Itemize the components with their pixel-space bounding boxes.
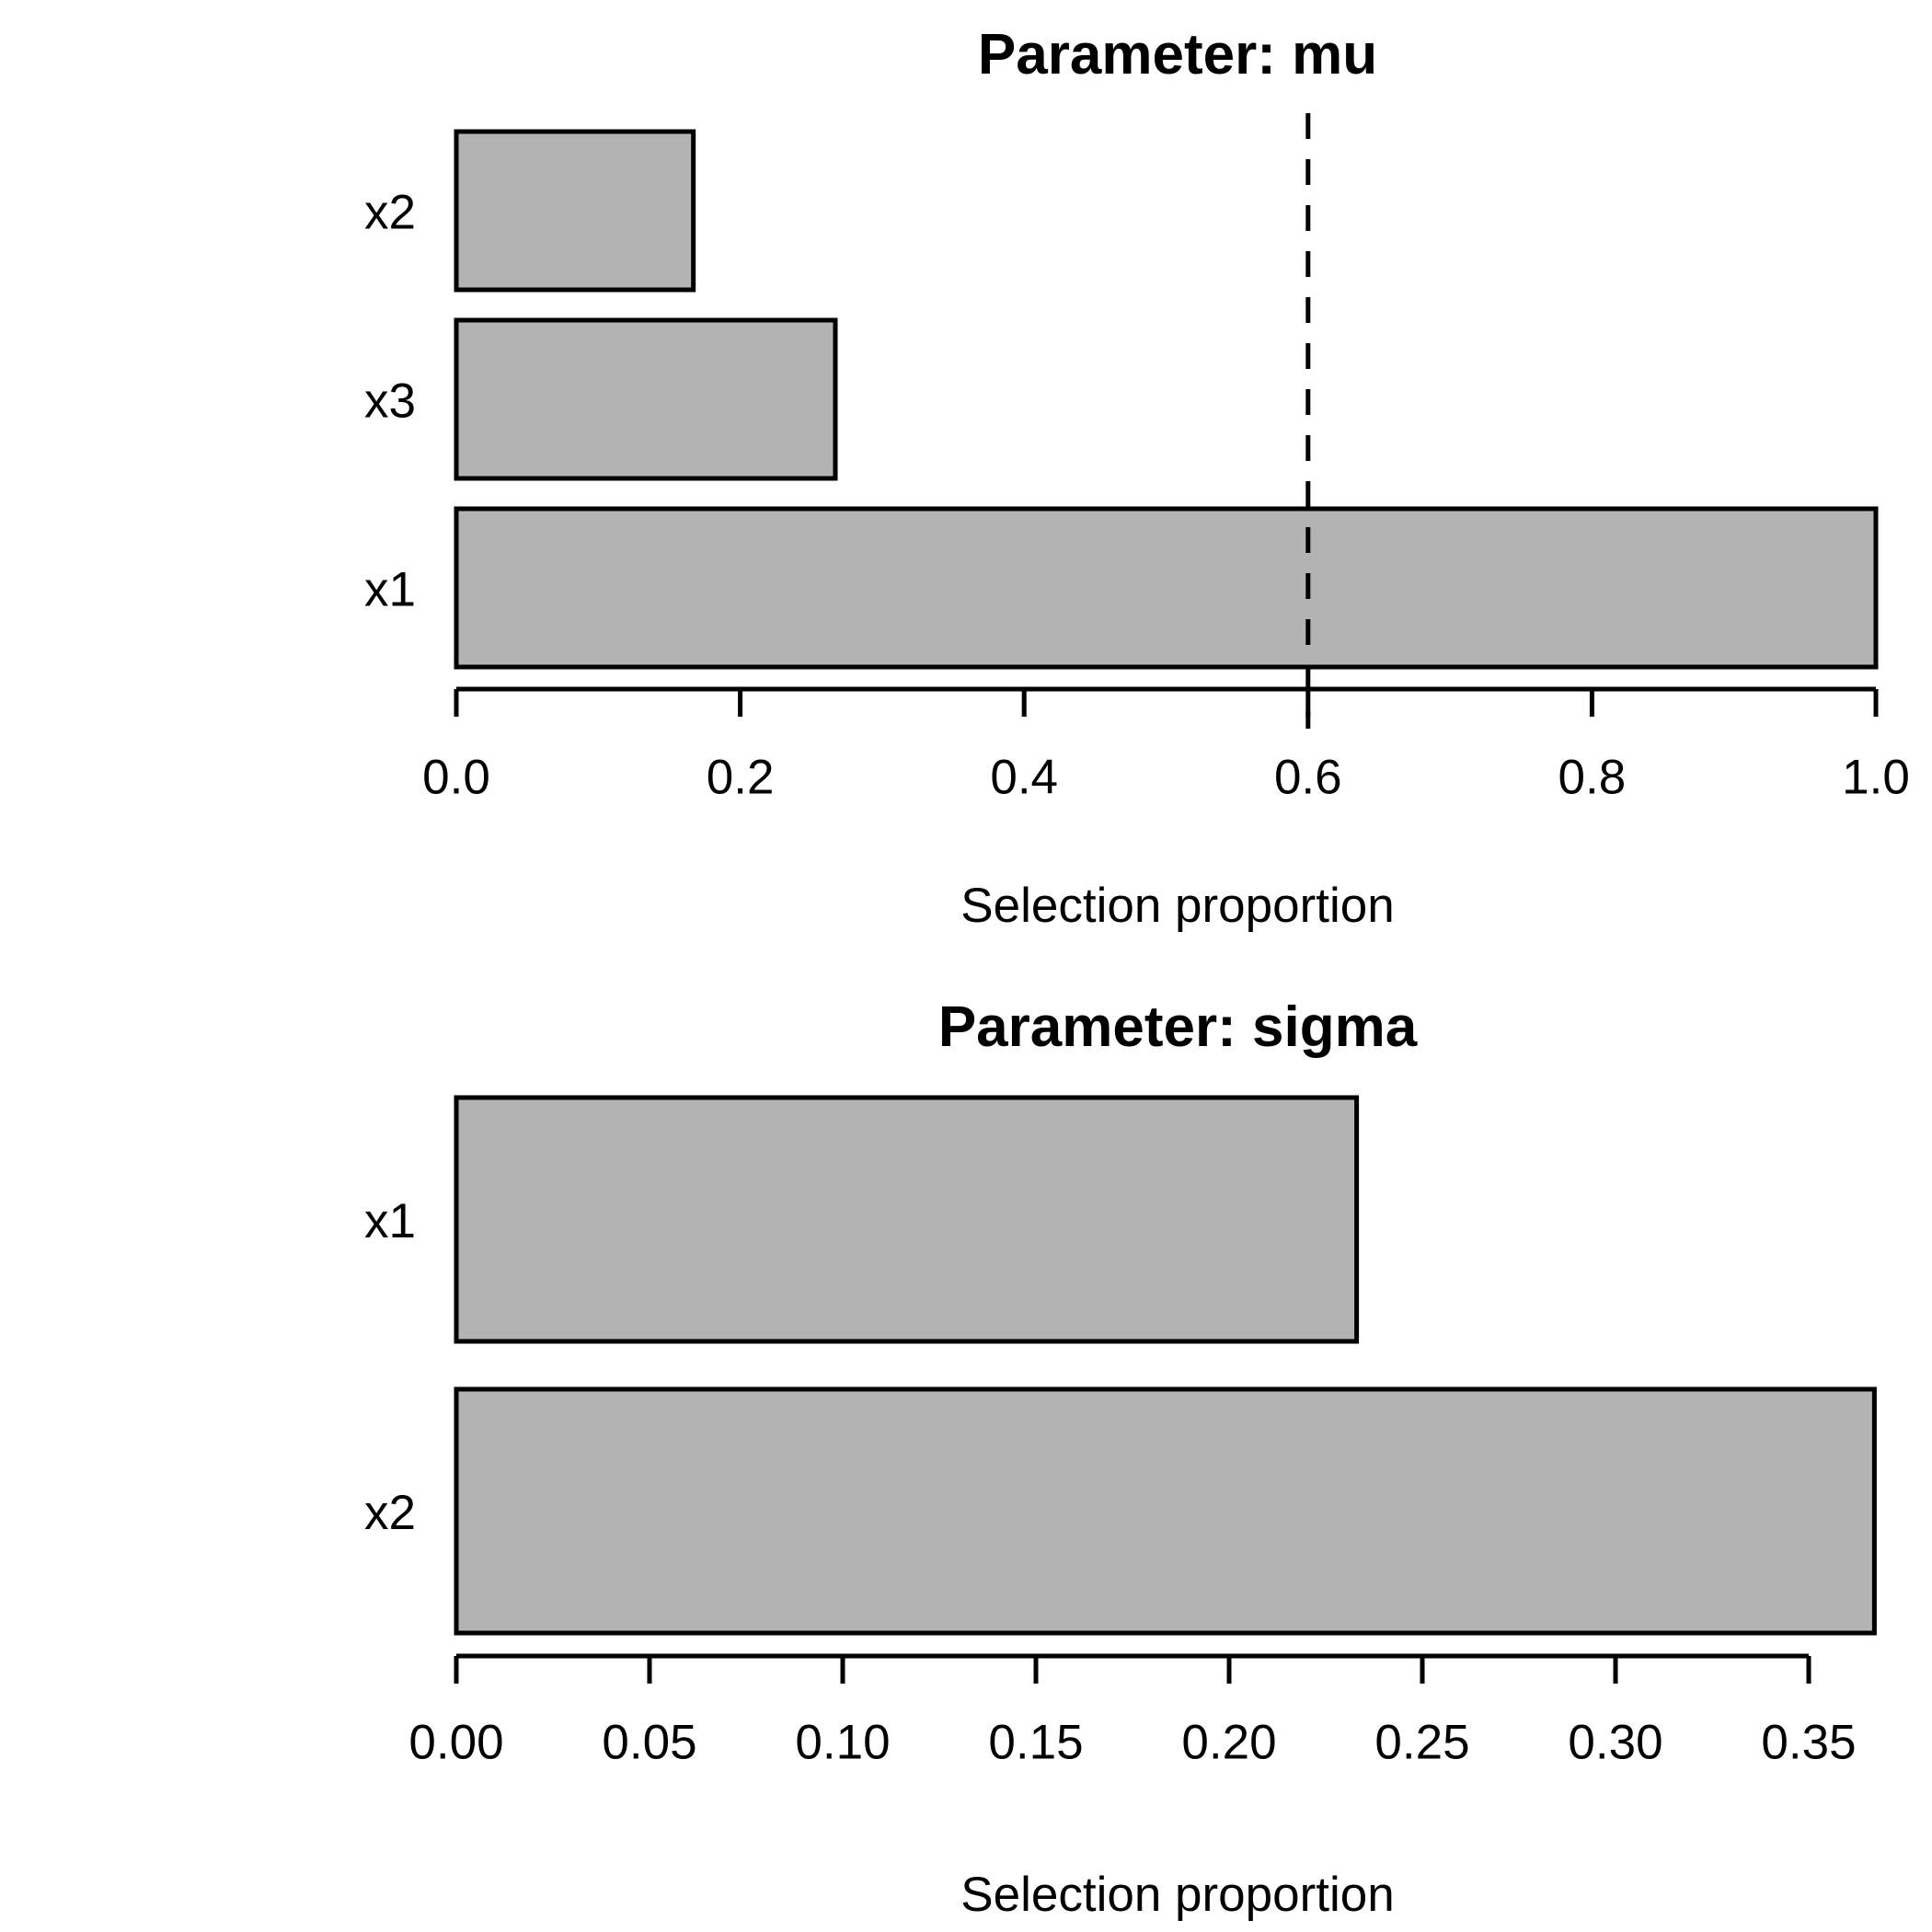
bar-x3 bbox=[454, 317, 838, 481]
category-label-x1: x1 bbox=[364, 563, 416, 617]
chart1-title: Parameter: mu bbox=[977, 23, 1378, 86]
chart2-x-axis-label: Selection proportion bbox=[960, 1868, 1395, 1922]
bar-x1 bbox=[454, 506, 1879, 670]
category-label-x1: x1 bbox=[364, 1194, 416, 1248]
bar-x1 bbox=[454, 1095, 1360, 1344]
x-axis-tick-label: 0.2 bbox=[707, 751, 775, 805]
x-axis-tick-label: 0.0 bbox=[422, 751, 490, 805]
x-axis-tick-label: 0.8 bbox=[1558, 751, 1627, 805]
bar-x2 bbox=[454, 129, 696, 293]
x-axis-tick-label: 0.30 bbox=[1568, 1716, 1662, 1770]
x-axis-tick-label: 0.20 bbox=[1181, 1716, 1276, 1770]
x-axis-tick-label: 0.15 bbox=[988, 1716, 1083, 1770]
x-axis-tick-label: 0.00 bbox=[408, 1716, 503, 1770]
x-axis-tick-label: 0.25 bbox=[1374, 1716, 1469, 1770]
x-axis-tick-label: 1.0 bbox=[1842, 751, 1910, 805]
chart1-x-axis-label: Selection proportion bbox=[960, 879, 1395, 933]
x-axis-tick-label: 0.4 bbox=[990, 751, 1058, 805]
chart2-title: Parameter: sigma bbox=[937, 995, 1418, 1059]
category-label-x2: x2 bbox=[364, 186, 416, 240]
category-label-x3: x3 bbox=[364, 374, 416, 429]
category-label-x2: x2 bbox=[364, 1486, 416, 1540]
x-axis-tick-label: 0.10 bbox=[795, 1716, 890, 1770]
x-axis-tick-label: 0.05 bbox=[602, 1716, 696, 1770]
bar-x2 bbox=[454, 1386, 1877, 1636]
x-axis-tick-label: 0.6 bbox=[1274, 751, 1342, 805]
x-axis-tick-label: 0.35 bbox=[1761, 1716, 1856, 1770]
